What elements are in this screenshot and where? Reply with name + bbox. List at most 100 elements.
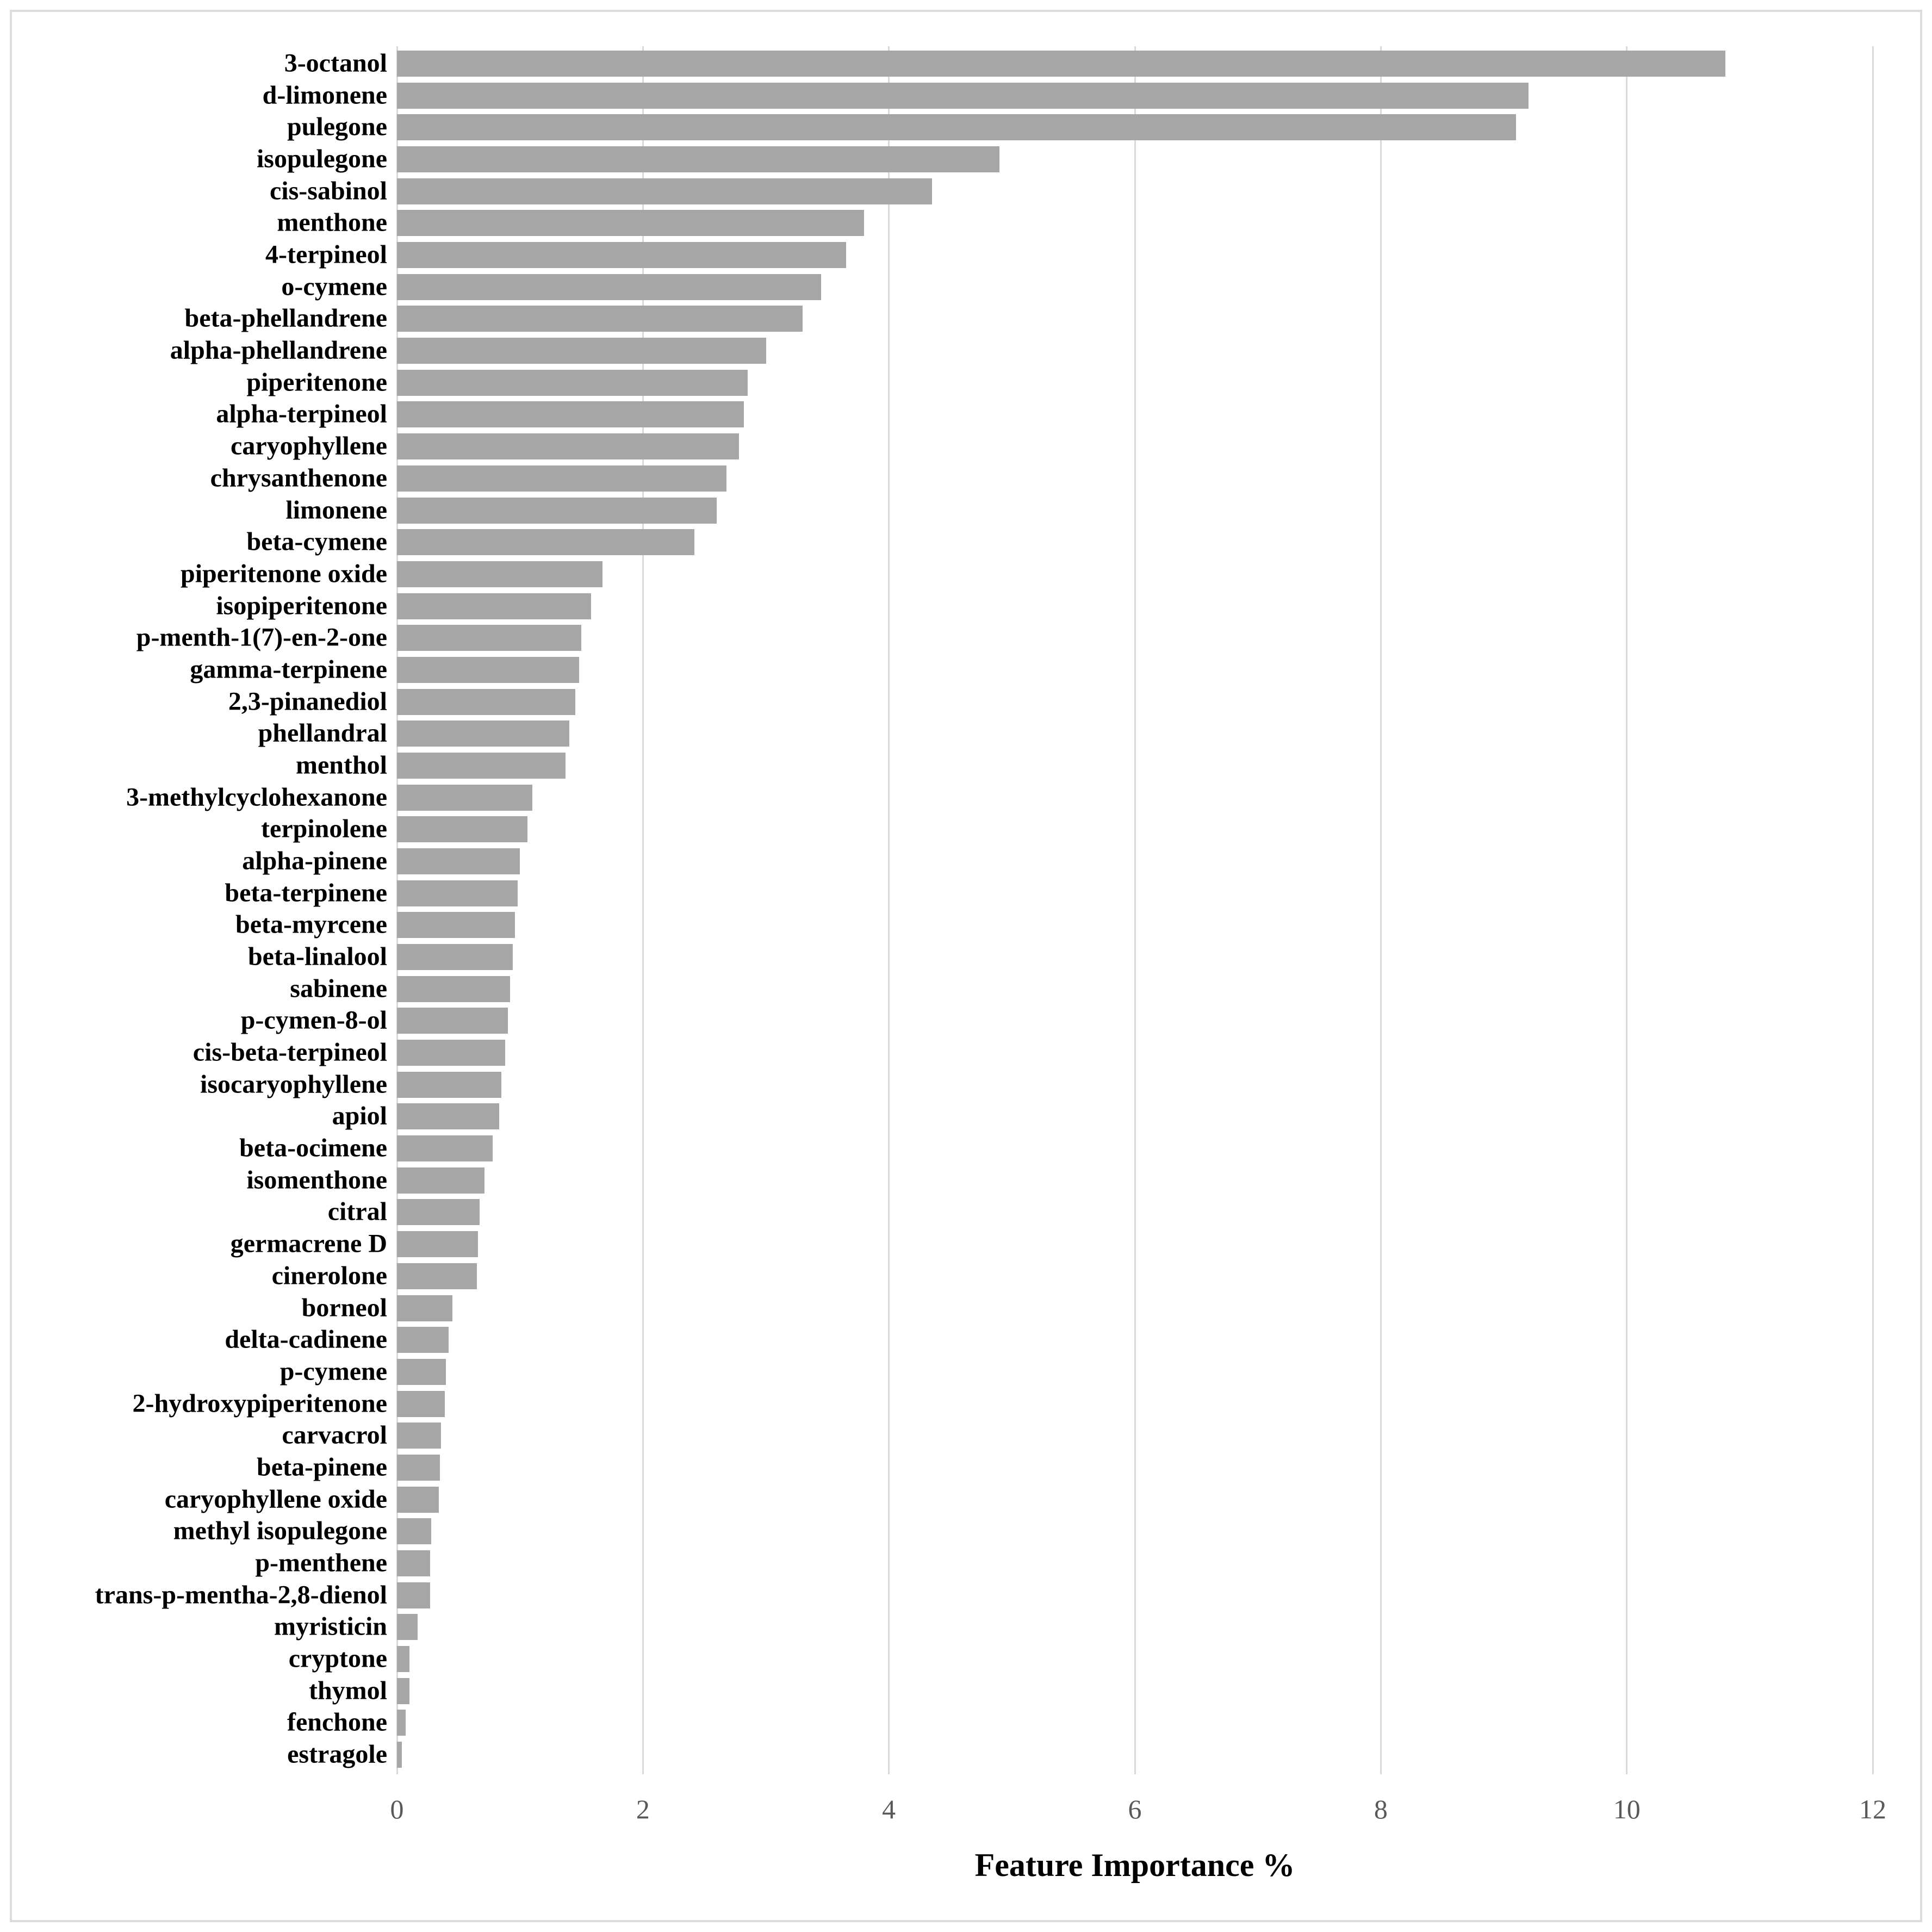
category-label-d-limonene: d-limonene [262, 80, 387, 110]
bar-alpha-pinene [397, 848, 520, 874]
bar-beta-phellandrene [397, 306, 803, 332]
category-label-3-octanol: 3-octanol [284, 48, 387, 78]
category-label-phellandral: phellandral [258, 718, 387, 748]
category-label-isopulegone: isopulegone [256, 144, 387, 173]
bar-beta-pinene [397, 1454, 440, 1481]
bar-isopiperitenone [397, 593, 592, 619]
x-axis-title: Feature Importance % [974, 1847, 1295, 1883]
bar-isomenthone [397, 1167, 484, 1194]
category-label-4-terpineol: 4-terpineol [265, 240, 387, 269]
gridline-12 [1872, 46, 1874, 1774]
category-label-chrysanthenone: chrysanthenone [210, 463, 387, 493]
bar-2-hydroxypiperitenone [397, 1390, 445, 1417]
bar-2-3-pinanediol [397, 688, 575, 715]
category-label-o-cymene: o-cymene [281, 272, 387, 301]
gridline-8 [1380, 46, 1382, 1774]
category-label-limonene: limonene [285, 495, 387, 524]
bar-terpinolene [397, 816, 527, 843]
bar-myristicin [397, 1614, 418, 1641]
category-label-isopiperitenone: isopiperitenone [216, 591, 387, 620]
category-label-thymol: thymol [309, 1676, 387, 1705]
bar-piperitenone [397, 369, 748, 396]
bar-piperitenone-oxide [397, 561, 602, 587]
bar-gamma-terpinene [397, 656, 579, 683]
x-tick-label-12: 12 [1859, 1794, 1887, 1824]
bar-o-cymene [397, 274, 822, 300]
x-tick-label-0: 0 [390, 1794, 404, 1824]
category-label-sabinene: sabinene [290, 974, 387, 1003]
bar-caryophyllene [397, 433, 739, 460]
bar-p-menth-1-7-en-2-one [397, 625, 582, 651]
category-label-p-cymen-8-ol: p-cymen-8-ol [240, 1005, 387, 1035]
gridline-4 [888, 46, 890, 1774]
bar-pulegone [397, 114, 1517, 141]
chart-border [10, 10, 1922, 1922]
category-label-delta-cadinene: delta-cadinene [225, 1325, 387, 1354]
category-label-alpha-terpineol: alpha-terpineol [216, 399, 387, 428]
category-label-myristicin: myristicin [274, 1612, 387, 1641]
bar-beta-cymene [397, 529, 695, 556]
category-label-fenchone: fenchone [287, 1707, 387, 1737]
bar-alpha-phellandrene [397, 338, 766, 364]
bar-cis-beta-terpineol [397, 1040, 506, 1066]
category-label-cryptone: cryptone [288, 1644, 387, 1673]
category-label-carvacrol: carvacrol [282, 1420, 387, 1450]
category-label-borneol: borneol [301, 1293, 387, 1322]
bar-3-methylcyclohexanone [397, 784, 532, 811]
bar-beta-ocimene [397, 1135, 493, 1162]
x-tick-label-2: 2 [636, 1794, 650, 1824]
bar-p-cymene [397, 1358, 446, 1385]
category-label-caryophyllene-oxide: caryophyllene oxide [164, 1484, 387, 1513]
bar-beta-terpinene [397, 880, 518, 906]
bar-menthol [397, 752, 566, 779]
bar-estragole [397, 1742, 402, 1768]
category-label-trans-p-mentha-2-8-dienol: trans-p-mentha-2,8-dienol [95, 1580, 387, 1610]
gridline-10 [1626, 46, 1628, 1774]
category-label-p-menth-1-7-en-2-one: p-menth-1(7)-en-2-one [136, 623, 387, 652]
category-label-2-3-pinanediol: 2,3-pinanediol [228, 686, 387, 716]
category-label-beta-cymene: beta-cymene [246, 527, 387, 556]
category-label-beta-terpinene: beta-terpinene [225, 878, 387, 908]
bar-4-terpineol [397, 242, 846, 269]
bar-limonene [397, 497, 717, 524]
bar-cis-sabinol [397, 178, 932, 204]
bar-isopulegone [397, 146, 1000, 173]
category-label-citral: citral [327, 1197, 387, 1226]
x-tick-label-8: 8 [1374, 1794, 1388, 1824]
category-label-menthol: menthol [296, 750, 387, 780]
category-label-germacrene-d: germacrene D [230, 1229, 387, 1258]
category-label-estragole: estragole [287, 1740, 387, 1769]
x-tick-label-6: 6 [1128, 1794, 1142, 1824]
category-label-piperitenone-oxide: piperitenone oxide [181, 559, 387, 588]
category-label-methyl-isopulegone: methyl isopulegone [173, 1516, 387, 1545]
bar-citral [397, 1199, 480, 1226]
bar-delta-cadinene [397, 1327, 449, 1353]
bar-carvacrol [397, 1422, 442, 1449]
category-label-beta-linalool: beta-linalool [247, 942, 387, 971]
category-label-alpha-phellandrene: alpha-phellandrene [170, 336, 387, 365]
bar-methyl-isopulegone [397, 1518, 432, 1545]
bar-p-menthene [397, 1550, 431, 1576]
category-label-isocaryophyllene: isocaryophyllene [200, 1070, 387, 1099]
category-label-terpinolene: terpinolene [261, 814, 387, 843]
bar-sabinene [397, 976, 511, 1002]
bar-p-cymen-8-ol [397, 1008, 508, 1034]
bar-d-limonene [397, 82, 1529, 109]
bar-cinerolone [397, 1263, 477, 1289]
category-label-p-cymene: p-cymene [279, 1357, 387, 1386]
bar-beta-linalool [397, 944, 513, 971]
gridline-6 [1134, 46, 1136, 1774]
category-label-menthone: menthone [277, 208, 387, 237]
bar-germacrene-d [397, 1231, 479, 1258]
category-label-pulegone: pulegone [287, 112, 387, 141]
bar-chrysanthenone [397, 465, 727, 492]
category-label-isomenthone: isomenthone [246, 1165, 387, 1195]
bar-menthone [397, 210, 865, 237]
bar-3-octanol [397, 51, 1725, 77]
category-label-piperitenone: piperitenone [246, 368, 387, 397]
bar-caryophyllene-oxide [397, 1486, 439, 1513]
category-label-beta-ocimene: beta-ocimene [239, 1133, 387, 1163]
category-label-beta-phellandrene: beta-phellandrene [184, 303, 387, 333]
bar-alpha-terpineol [397, 401, 744, 428]
